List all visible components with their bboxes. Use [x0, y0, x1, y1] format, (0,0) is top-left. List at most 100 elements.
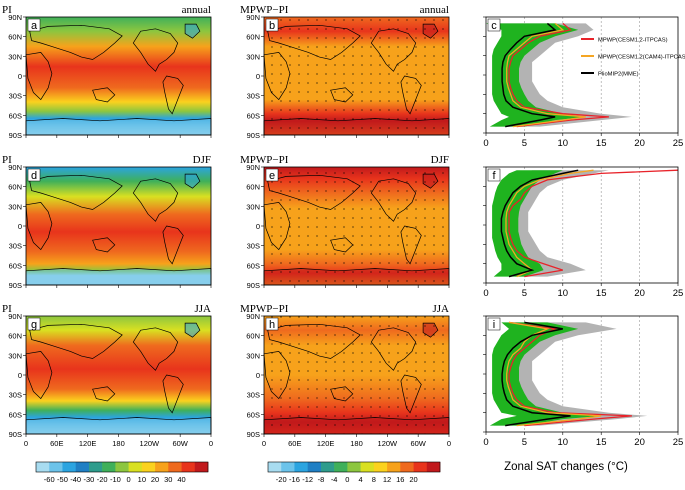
panel-letter: h: [269, 319, 275, 331]
panel-letter-box: [27, 18, 41, 32]
colorbar-swatch: [49, 462, 63, 472]
panel-letter-box: [487, 168, 501, 182]
coastline: [184, 173, 201, 189]
lat-tick-label: 90S: [9, 131, 22, 140]
colorbar-swatch: [168, 462, 182, 472]
panel-title: MPWP−PI: [240, 4, 289, 16]
x-tick-label: 5: [522, 138, 527, 149]
coastline: [92, 386, 116, 402]
map-panel-a: a PI annual 90N 60N 30N 0 30S 60S 90S: [2, 4, 212, 140]
panel-letter: c: [491, 20, 497, 32]
colorbar-label: 20: [409, 475, 417, 484]
x-tick-label: 25: [673, 437, 684, 448]
colorbar-swatch: [194, 462, 209, 472]
colorbar-label: -4: [331, 475, 338, 484]
lat-tick-label: 60S: [247, 410, 260, 419]
colorbar-label: 0: [345, 475, 349, 484]
lat-tick-label: 0: [256, 371, 260, 380]
lat-tick-label: 90S: [9, 430, 22, 439]
panel-title: MPWP−PI: [240, 154, 289, 166]
colorbar-label: 40: [177, 475, 185, 484]
coastline: [29, 174, 123, 210]
x-tick-label: 20: [634, 288, 645, 299]
panel-letter-box: [265, 18, 279, 32]
panel-letter-box: [27, 317, 41, 331]
coastline: [184, 322, 201, 338]
colorbar-swatch: [387, 462, 401, 472]
colorbar-label: 0: [127, 475, 131, 484]
lat-tick-label: 0: [256, 72, 260, 81]
significance-stipple: [264, 17, 449, 135]
coastline: [184, 23, 201, 39]
lat-tick-label: 0: [18, 72, 22, 81]
coastline: [132, 327, 179, 371]
x-tick-label: 10: [558, 288, 569, 299]
x-tick-label: 0: [483, 288, 488, 299]
colorbar-label: -50: [57, 475, 68, 484]
panel-season: annual: [182, 4, 211, 16]
colorbar-swatch: [320, 462, 335, 472]
lon-tick-label: 60W: [410, 439, 426, 448]
coastline: [25, 52, 53, 101]
panel-letter-box: [487, 18, 501, 32]
series-line: [505, 169, 594, 278]
colorbar-swatch: [360, 462, 375, 472]
colorbar-label: 4: [359, 475, 363, 484]
colorbar-label: -30: [84, 475, 95, 484]
lat-tick-label: 30N: [246, 351, 260, 360]
legend: MPWP(CESM1.2-ITPCAS) MPWP(CESM1.2(CAM4)-I…: [581, 38, 685, 78]
coastline: [92, 237, 116, 253]
colorbar-swatch: [181, 462, 196, 472]
colorbar-diff: -20 -16 -12 -8 -4 0 4 8 12 16 20: [267, 461, 441, 484]
coastline: [25, 268, 212, 286]
lon-tick-label: 0: [209, 439, 213, 448]
panel-title: MPWP−PI: [240, 303, 289, 315]
lat-tick-label: 60N: [8, 33, 22, 42]
colorbar-swatch: [281, 462, 295, 472]
coastline: [162, 75, 184, 115]
zonal-panel-c: 0 5 10 15 20 25cMPWP(CESM1.2-ITPCAS)MPWP(CESM…: [483, 16, 685, 149]
colorbar-swatch: [36, 462, 50, 472]
colorbar-swatch: [294, 462, 308, 472]
panel-season: DJF: [431, 154, 449, 166]
coastline: [132, 28, 179, 72]
colorbar-swatch: [426, 462, 441, 472]
legend-label: MPWP(CESM1.2(CAM4)-ITPCAS: [598, 55, 685, 61]
colorbar-swatch: [155, 462, 169, 472]
panel-letter: f: [492, 170, 496, 182]
lat-tick-label: 30S: [9, 92, 22, 101]
lon-tick-label: 60W: [172, 439, 188, 448]
colorbar-label: 30: [164, 475, 172, 484]
series-line: [508, 321, 632, 427]
lat-tick-label: 60S: [247, 261, 260, 270]
lon-tick-label: 120W: [378, 439, 399, 448]
lat-tick-label: 0: [18, 371, 22, 380]
colorbars: -60 -50 -40 -30 -20 -10 0 10 20 30 40 -20 -16 -12 -8 -4…: [35, 461, 441, 484]
colorbar-frame: [267, 461, 441, 473]
coastline: [92, 87, 116, 103]
x-tick-label: 20: [634, 437, 645, 448]
x-tick-label: 10: [558, 437, 569, 448]
lat-tick-label: 30N: [8, 202, 22, 211]
lat-tick-label: 60S: [9, 410, 22, 419]
lon-tick-label: 120E: [79, 439, 97, 448]
panel-season: DJF: [193, 154, 211, 166]
lat-tick-label: 60N: [246, 33, 260, 42]
lat-tick-label: 60S: [9, 261, 22, 270]
series-line: [508, 22, 609, 128]
map-panel-b: b MPWP−PI annual 90N 60N 30N 0 30S 60S 90S: [240, 4, 450, 140]
lat-tick-label: 60N: [8, 183, 22, 192]
panel-title: PI: [2, 4, 12, 16]
panel-letter-box: [265, 317, 279, 331]
coastline: [132, 178, 179, 222]
colorbar-swatch: [400, 462, 414, 472]
series-line: [500, 169, 579, 278]
colorbar-swatch: [115, 462, 129, 472]
lat-tick-label: 30S: [9, 391, 22, 400]
panel-letter-box: [265, 168, 279, 182]
coastline: [25, 351, 53, 400]
lat-tick-label: 90N: [8, 13, 22, 22]
zonal-x-axis-label: Zonal SAT changes (°C): [504, 461, 628, 473]
